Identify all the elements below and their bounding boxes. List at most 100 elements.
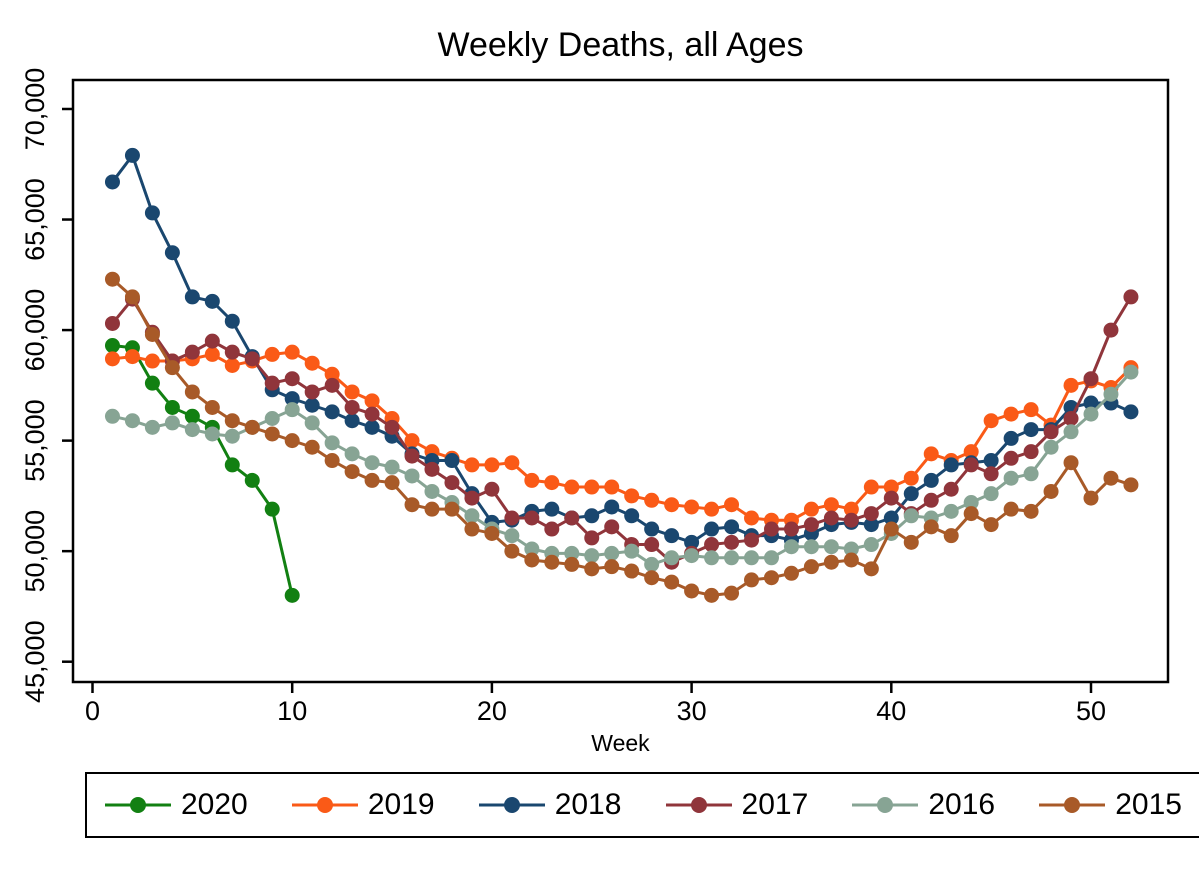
series-2019-marker <box>823 497 839 513</box>
series-2016-marker <box>1083 406 1099 422</box>
series-2015-marker <box>704 587 720 603</box>
series-2017-marker <box>284 371 300 387</box>
series-2018-marker <box>883 510 899 526</box>
series-2016-marker <box>584 548 600 564</box>
series-2017-marker <box>644 537 660 553</box>
series-2017-marker <box>184 344 200 360</box>
series-2017-marker <box>404 448 420 464</box>
series-2015-marker <box>963 506 979 522</box>
series-2019-marker <box>1063 377 1079 393</box>
series-2019-marker <box>1023 402 1039 418</box>
series-2015-marker <box>903 534 919 550</box>
series-2019-marker <box>584 479 600 495</box>
legend-entry-2020: 2020 <box>105 790 248 820</box>
series-2019-marker <box>524 472 540 488</box>
series-2016-marker <box>843 541 859 557</box>
series-2017-marker <box>244 351 260 367</box>
series-2019-marker <box>983 413 999 429</box>
series-2015-marker <box>524 552 540 568</box>
series-2017-marker <box>224 344 240 360</box>
y-tick-label: 55,000 <box>20 399 50 482</box>
series-2018-marker <box>284 391 300 407</box>
series-2019-marker <box>304 355 320 371</box>
series-2019-marker <box>644 492 660 508</box>
series-2018-marker <box>983 453 999 469</box>
series-2018-marker <box>224 313 240 329</box>
series-2019-marker <box>204 346 220 362</box>
series-2017-marker <box>763 521 779 537</box>
series-2015-marker <box>584 561 600 577</box>
series-2015-marker <box>164 360 180 376</box>
series-2017-marker <box>863 506 879 522</box>
series-2019-marker <box>1003 406 1019 422</box>
series-2015-marker <box>1023 503 1039 519</box>
series-2019-marker <box>963 444 979 460</box>
series-2019-marker <box>544 475 560 491</box>
series-2017-marker <box>1083 371 1099 387</box>
series-2019-marker <box>284 344 300 360</box>
series-2018-marker <box>364 419 380 435</box>
series-2019-marker <box>903 470 919 486</box>
series-2019-marker <box>404 433 420 449</box>
series-2018-marker <box>1003 430 1019 446</box>
series-2015-marker <box>1103 470 1119 486</box>
series-2016-marker <box>124 413 140 429</box>
series-2016-marker <box>264 411 280 427</box>
series-2016-marker <box>404 468 420 484</box>
series-2017-marker <box>424 461 440 477</box>
series-2016-marker <box>763 550 779 566</box>
series-2018-marker <box>324 404 340 420</box>
series-2016-marker <box>644 556 660 572</box>
series-2018-marker <box>124 147 140 163</box>
plot-frame <box>71 78 1170 684</box>
series-2016-marker <box>943 503 959 519</box>
series-2015-marker <box>504 543 520 559</box>
x-tick-label: 10 <box>277 696 307 726</box>
series-2016-marker <box>1003 470 1019 486</box>
series-2019-marker <box>624 488 640 504</box>
series-2020-marker <box>244 472 260 488</box>
series-2016 <box>104 364 1139 572</box>
series-2015-marker <box>124 289 140 305</box>
legend-label-2017: 2017 <box>741 788 809 821</box>
series-2015-marker <box>624 563 640 579</box>
series-2019-marker <box>504 455 520 471</box>
series-2019-marker <box>704 501 720 517</box>
series-2018-marker <box>104 174 120 190</box>
series-2015-marker <box>1063 455 1079 471</box>
legend-marker-2020 <box>105 797 171 813</box>
series-2017-marker <box>1103 322 1119 338</box>
series-2017-marker <box>504 510 520 526</box>
series-2016-marker <box>744 550 760 566</box>
series-2016-marker <box>164 415 180 431</box>
series-2015-marker <box>1003 501 1019 517</box>
series-2019-marker <box>324 366 340 382</box>
series-2018-marker <box>1083 395 1099 411</box>
series-2018-marker <box>664 528 680 544</box>
series-2017-marker <box>1123 289 1139 305</box>
series-2018-line <box>111 152 1132 544</box>
series-2015-marker <box>204 399 220 415</box>
series-2019-marker <box>224 357 240 373</box>
series-2017-marker <box>943 481 959 497</box>
series-2015-marker <box>284 433 300 449</box>
series-2016-marker <box>224 428 240 444</box>
series-2018-marker <box>923 472 939 488</box>
series-2018-marker <box>204 293 220 309</box>
x-tick-label: 40 <box>876 696 906 726</box>
series-2018-marker <box>724 519 740 535</box>
series-2015-marker <box>1083 490 1099 506</box>
series-2015-marker <box>544 554 560 570</box>
series-2015-marker <box>684 583 700 599</box>
series-2019-marker <box>863 479 879 495</box>
legend-entry-2016: 2016 <box>852 790 995 820</box>
series-2015-marker <box>983 517 999 533</box>
series-2019-marker <box>664 497 680 513</box>
series-2015-marker <box>923 519 939 535</box>
series-2016-marker <box>144 419 160 435</box>
series-2018-marker <box>1123 404 1139 420</box>
series-2017-marker <box>604 519 620 535</box>
series-2019-marker <box>724 497 740 513</box>
series-2015-marker <box>783 565 799 581</box>
